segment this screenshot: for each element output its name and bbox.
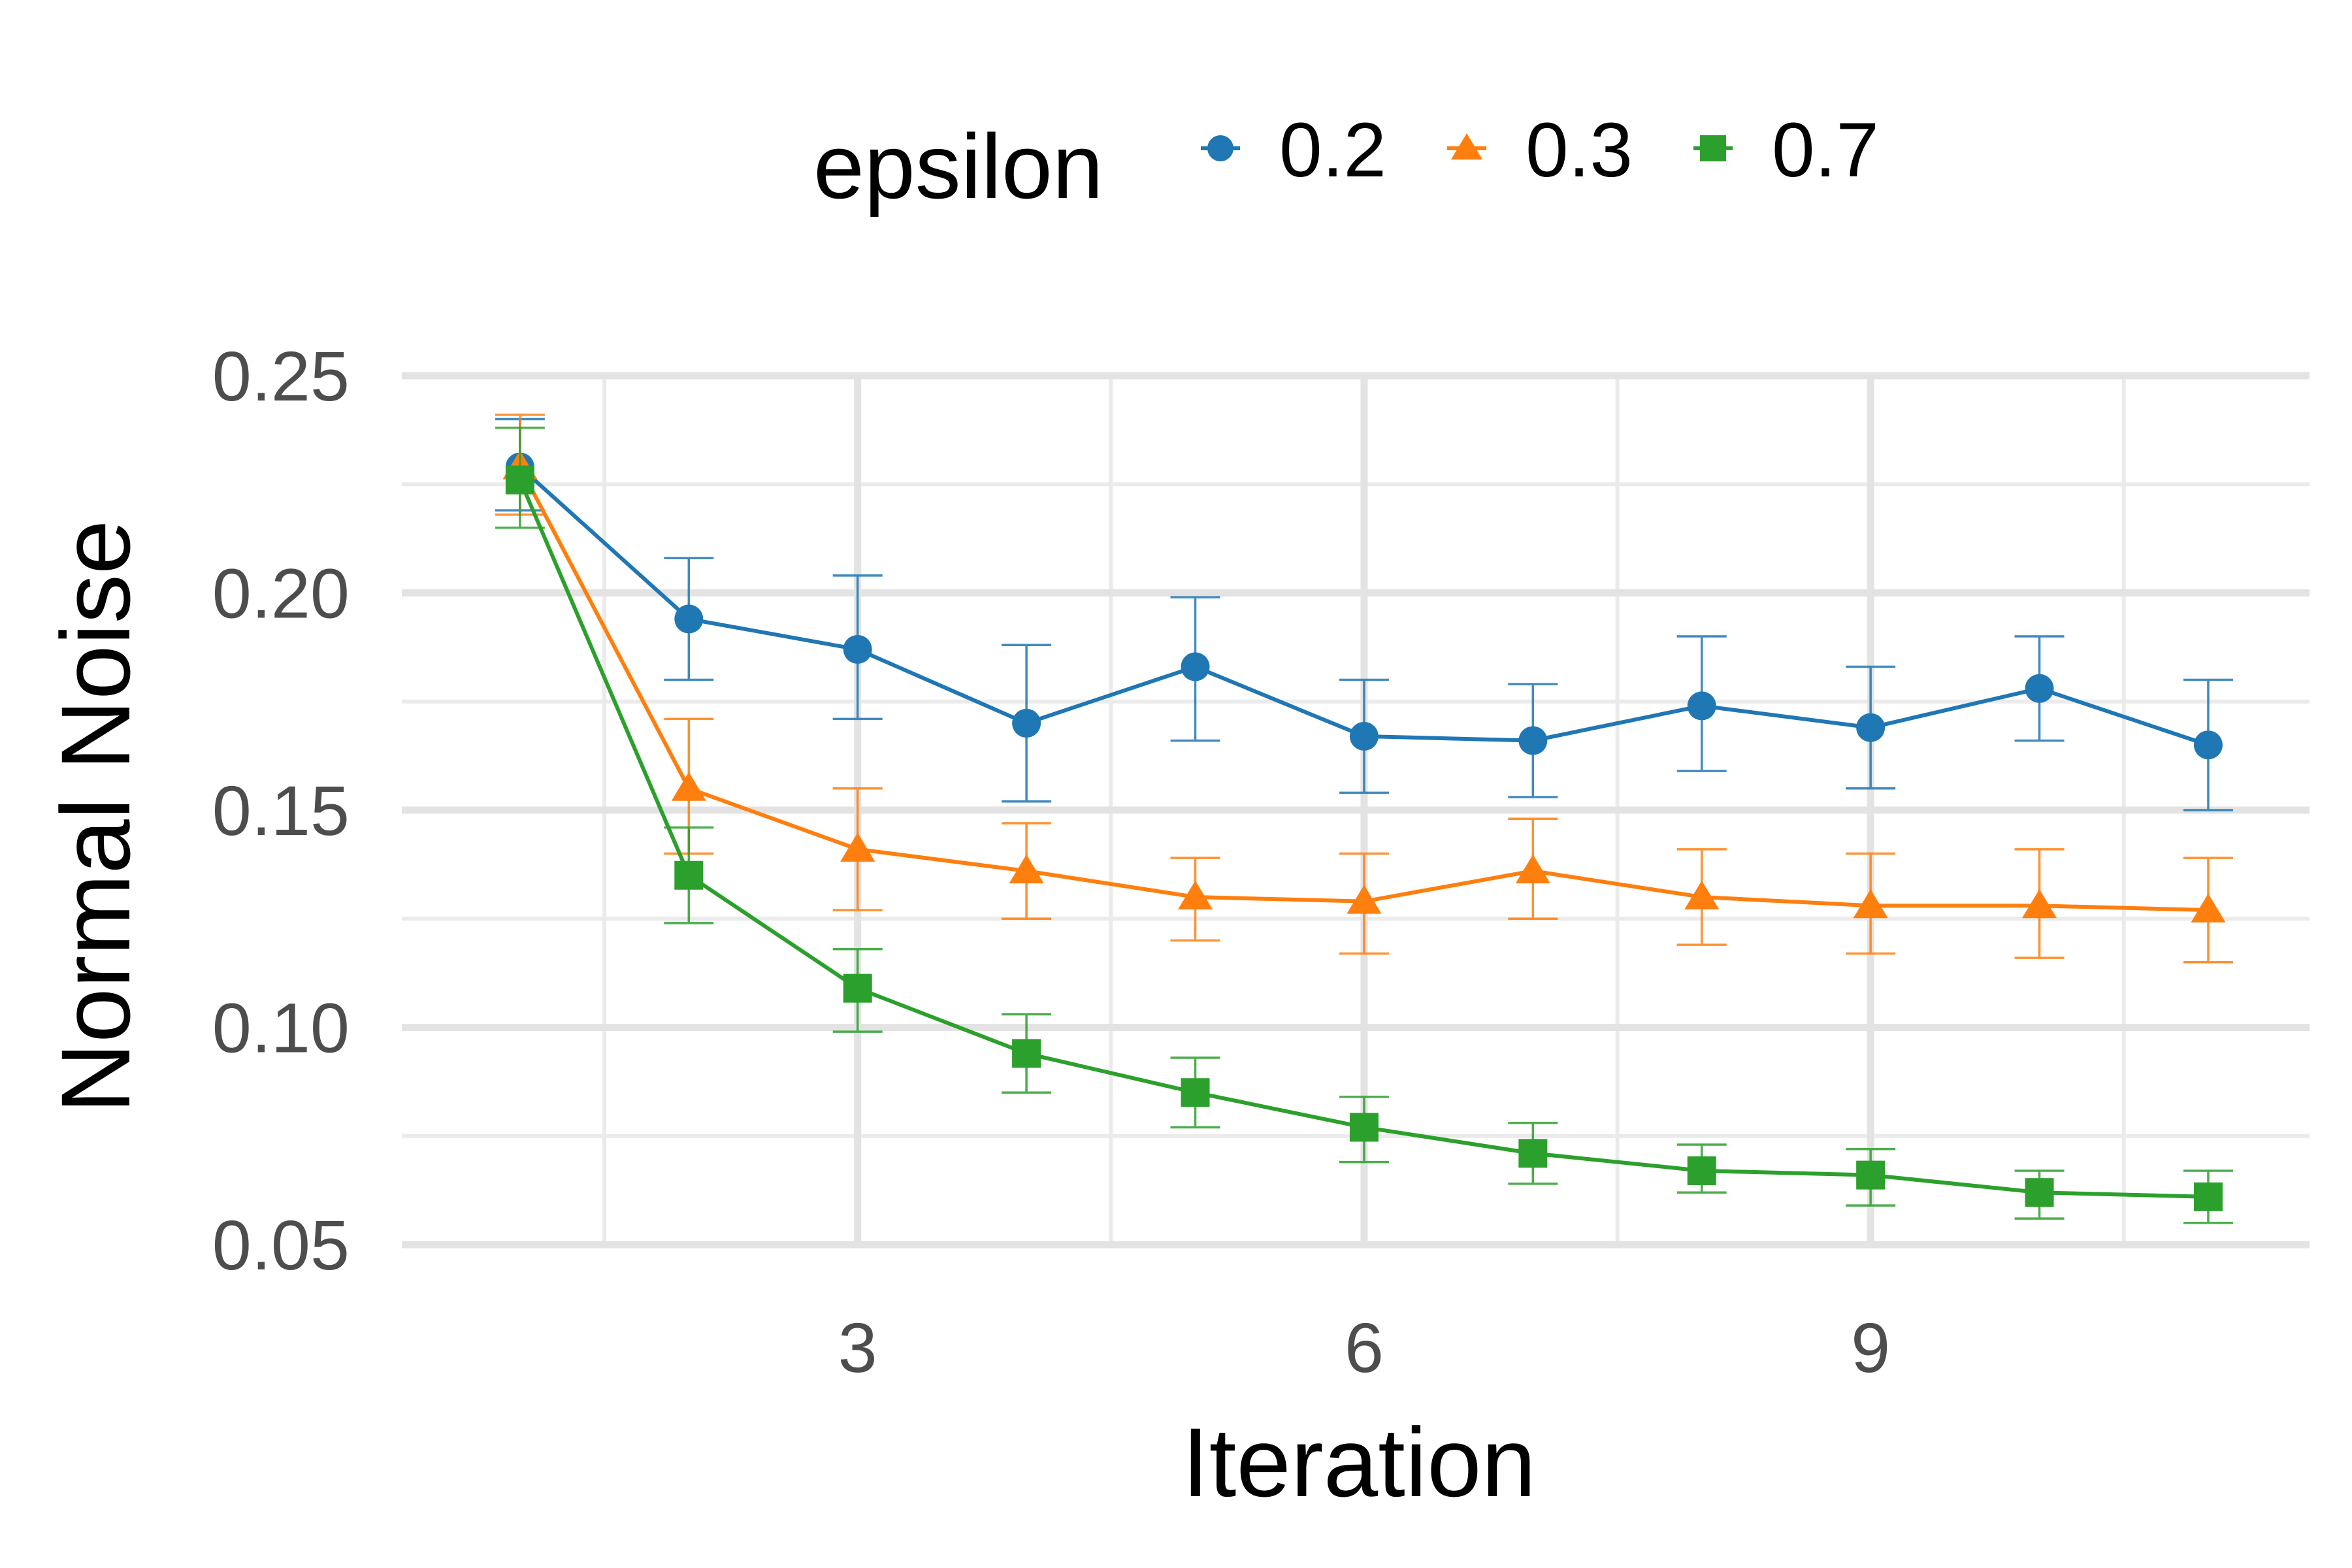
data-point-circle [1349, 721, 1379, 751]
legend-item-0.3: 0.3 [1447, 107, 1633, 193]
legend-item-0.7: 0.7 [1693, 107, 1879, 193]
y-tick-label: 0.05 [212, 1205, 350, 1284]
data-point-circle [1518, 726, 1548, 755]
data-point-circle [1856, 713, 1886, 742]
y-tick-label: 0.25 [212, 336, 350, 416]
data-point-circle [1687, 691, 1716, 721]
data-point-triangle [1177, 880, 1213, 909]
data-point-circle [2193, 730, 2223, 760]
legend-label: 0.2 [1279, 107, 1386, 193]
data-point-triangle [1009, 854, 1044, 884]
legend: epsilon 0.2 0.3 0.7 [813, 107, 1879, 218]
data-point-triangle [1450, 133, 1483, 160]
x-tick-label: 6 [1345, 1308, 1384, 1387]
legend-label: 0.3 [1526, 107, 1633, 193]
data-point-square [1700, 135, 1726, 161]
data-point-square [674, 860, 704, 890]
y-axis-ticks: 0.05 0.10 0.15 0.20 0.25 [212, 336, 350, 1284]
series-circle [495, 417, 2233, 811]
data-point-triangle [1684, 880, 1720, 909]
data-point-square [843, 973, 872, 1003]
data-point-circle [1012, 709, 1041, 738]
data-point-square [505, 465, 534, 495]
data-point-triangle [840, 832, 875, 862]
data-point-triangle [1347, 885, 1382, 914]
y-tick-label: 0.20 [212, 554, 350, 633]
legend-label: 0.7 [1772, 107, 1879, 193]
data-point-square [1181, 1078, 1210, 1107]
data-point-triangle [671, 772, 706, 801]
data-point-triangle [2021, 889, 2057, 919]
data-point-circle [674, 604, 704, 634]
data-point-circle [1181, 652, 1210, 681]
x-tick-label: 9 [1851, 1308, 1890, 1387]
data-point-circle [1207, 135, 1233, 161]
x-axis-title: Iteration [1182, 1407, 1536, 1517]
legend-item-0.2: 0.2 [1201, 107, 1386, 193]
data-point-triangle [1853, 889, 1888, 919]
data-point-square [1349, 1113, 1379, 1142]
y-axis-title: Normal Noise [41, 520, 150, 1114]
data-point-square [1687, 1156, 1716, 1185]
data-point-triangle [1515, 854, 1550, 884]
x-tick-label: 3 [838, 1308, 877, 1387]
legend-title: epsilon [813, 115, 1103, 218]
y-tick-label: 0.10 [212, 988, 350, 1068]
data-point-circle [2025, 674, 2054, 703]
data-point-circle [843, 634, 872, 664]
data-point-square [1012, 1039, 1041, 1068]
y-tick-label: 0.15 [212, 771, 350, 850]
data-point-square [1518, 1139, 1548, 1168]
series-square [495, 427, 2233, 1224]
data-point-square [1856, 1160, 1886, 1190]
data-point-square [2193, 1182, 2223, 1211]
data-point-square [2025, 1178, 2054, 1207]
data-point-triangle [2191, 893, 2226, 923]
x-axis-ticks: 3 6 9 [838, 1308, 1891, 1387]
series-layer [495, 414, 2233, 1224]
